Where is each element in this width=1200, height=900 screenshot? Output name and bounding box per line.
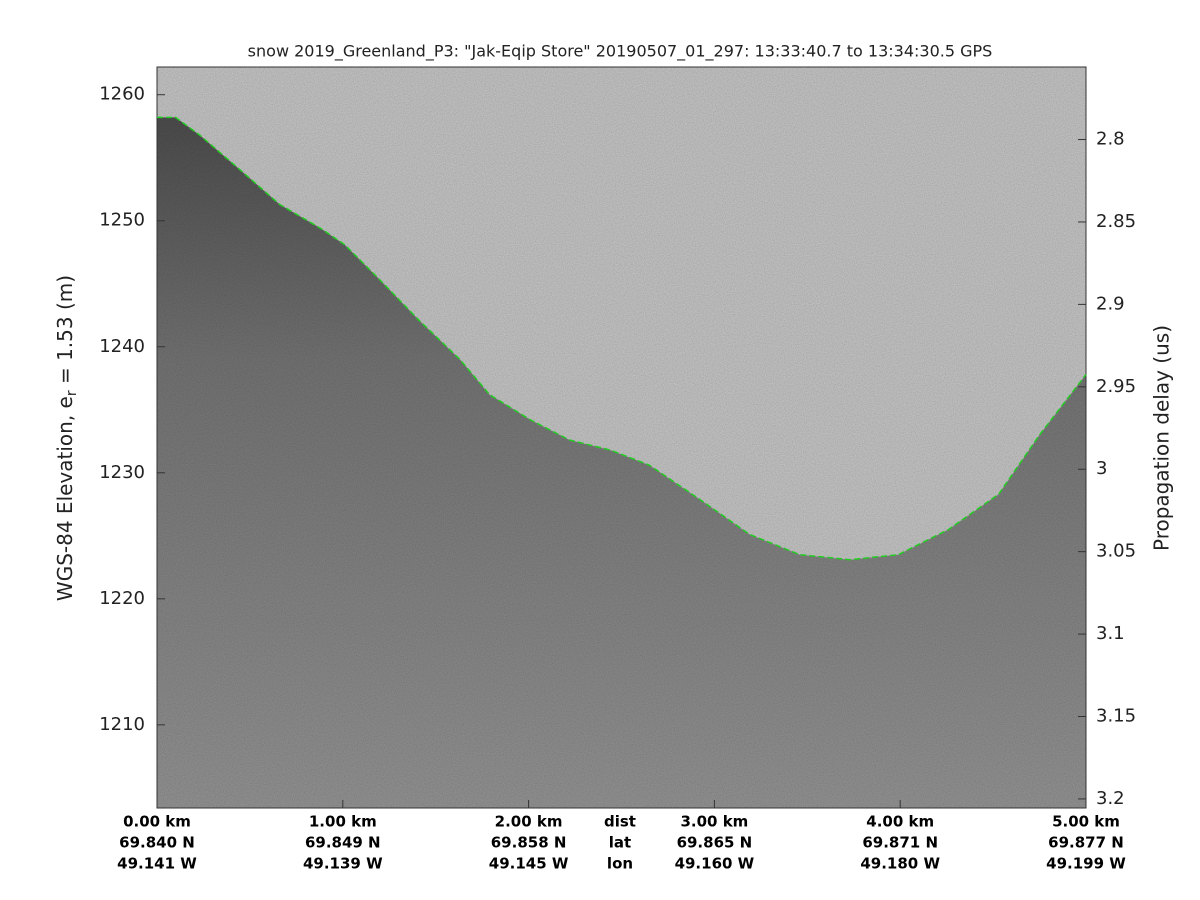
- y2-tick-label: 3.15: [1096, 706, 1136, 727]
- y2-tick-label: 2.9: [1096, 293, 1125, 314]
- x-tick-label: 5.00 km: [1052, 813, 1120, 831]
- chart-title: snow 2019_Greenland_P3: "Jak-Eqip Store"…: [248, 42, 993, 62]
- plot-frame: [156, 66, 1087, 809]
- lon-label: 49.199 W: [1046, 855, 1126, 873]
- y2-tick-label: 3.1: [1096, 623, 1125, 644]
- lon-label: 49.180 W: [860, 855, 940, 873]
- row-label: dist: [604, 813, 636, 831]
- x-tick-label: 1.00 km: [309, 813, 377, 831]
- lon-label: 49.160 W: [675, 855, 755, 873]
- x-tick-label: 3.00 km: [680, 813, 748, 831]
- lat-label: 69.871 N: [862, 834, 938, 852]
- y2-tick-label: 3.2: [1096, 788, 1125, 809]
- surface-line: [157, 116, 1087, 561]
- y-tick-label: 1250: [99, 210, 145, 231]
- row-label: lon: [607, 855, 633, 873]
- y2-axis-label: Propagation delay (us): [1150, 325, 1174, 551]
- lat-label: 69.849 N: [305, 834, 381, 852]
- y-axis-label: WGS-84 Elevation, er = 1.53 (m): [53, 275, 81, 601]
- y2-tick-label: 2.95: [1096, 376, 1136, 397]
- lat-label: 69.865 N: [677, 834, 753, 852]
- y2-tick-label: 3.05: [1096, 541, 1136, 562]
- y2-tick-label: 3: [1096, 458, 1107, 479]
- y2-tick-label: 2.85: [1096, 211, 1136, 232]
- lon-label: 49.141 W: [117, 855, 197, 873]
- lat-label: 69.858 N: [491, 834, 567, 852]
- x-tick-label: 2.00 km: [495, 813, 563, 831]
- lat-label: 69.840 N: [119, 834, 195, 852]
- y-tick-label: 1260: [99, 84, 145, 105]
- y2-tick-label: 2.8: [1096, 129, 1125, 150]
- y-tick-label: 1230: [99, 462, 145, 483]
- x-tick-label: 0.00 km: [123, 813, 191, 831]
- lon-label: 49.145 W: [489, 855, 569, 873]
- y-tick-label: 1210: [99, 714, 145, 735]
- y-tick-label: 1220: [99, 588, 145, 609]
- x-tick-label: 4.00 km: [866, 813, 934, 831]
- y-tick-label: 1240: [99, 336, 145, 357]
- lat-label: 69.877 N: [1048, 834, 1124, 852]
- noise: [157, 67, 1086, 808]
- lon-label: 49.139 W: [303, 855, 383, 873]
- row-label: lat: [609, 834, 631, 852]
